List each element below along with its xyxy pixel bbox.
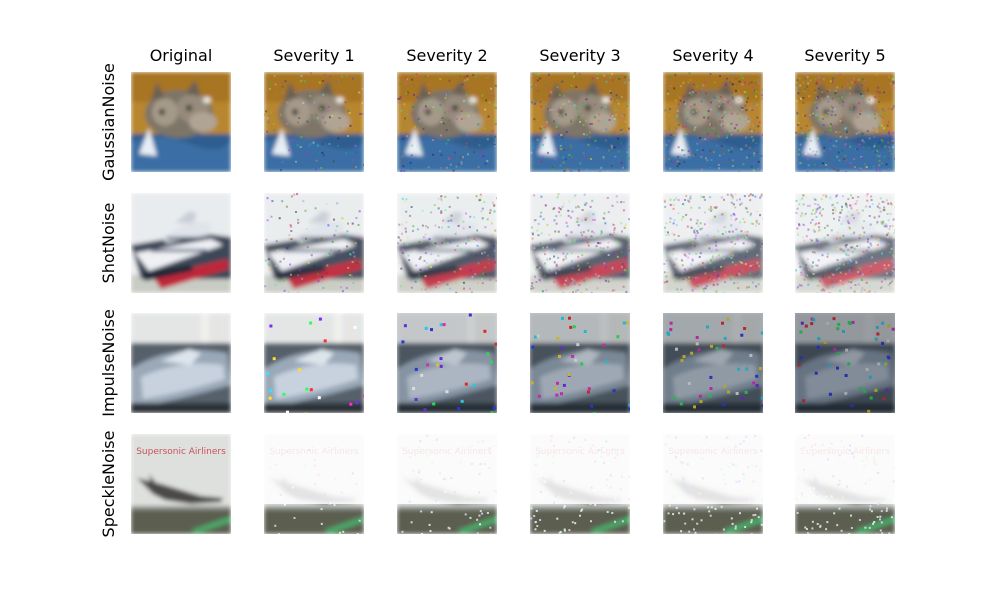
image-impulsenoise-2 (397, 313, 497, 413)
thumbnail-image (264, 193, 364, 293)
image-gaussiannoise-0 (131, 72, 231, 172)
image-shotnoise-2 (397, 193, 497, 293)
image-impulsenoise-1 (264, 313, 364, 413)
image-shotnoise-4 (663, 193, 763, 293)
column-title-5: Severity 5 (804, 46, 886, 65)
thumbnail-image (264, 72, 364, 172)
image-gaussiannoise-3 (530, 72, 630, 172)
row-label-text: SpeckleNoise (99, 430, 118, 538)
image-specklenoise-3: Supersonic Airliners (530, 434, 630, 534)
image-impulsenoise-4 (663, 313, 763, 413)
column-title-1: Severity 1 (273, 46, 355, 65)
image-shotnoise-1 (264, 193, 364, 293)
thumbnail-image: Supersonic Airliners (397, 434, 497, 534)
thumbnail-image (795, 313, 895, 413)
image-specklenoise-5: Supersonic Airliners (795, 434, 895, 534)
thumbnail-image (795, 193, 895, 293)
image-impulsenoise-5 (795, 313, 895, 413)
column-title-0: Original (149, 46, 213, 65)
thumbnail-image (131, 313, 231, 413)
thumbnail-image (530, 193, 630, 293)
thumbnail-image (530, 313, 630, 413)
row-label-text: ImpulseNoise (99, 309, 118, 417)
image-shotnoise-0 (131, 193, 231, 293)
thumbnail-image (795, 72, 895, 172)
thumbnail-image (530, 72, 630, 172)
column-title-4: Severity 4 (672, 46, 754, 65)
thumbnail-image (663, 193, 763, 293)
thumbnail-image: Supersonic Airliners (530, 434, 630, 534)
image-impulsenoise-3 (530, 313, 630, 413)
image-gaussiannoise-5 (795, 72, 895, 172)
thumbnail-image (397, 72, 497, 172)
thumbnail-image (397, 193, 497, 293)
plane-title-text: Supersonic Airliners (136, 447, 226, 457)
thumbnail-image (397, 313, 497, 413)
image-shotnoise-3 (530, 193, 630, 293)
image-specklenoise-2: Supersonic Airliners (397, 434, 497, 534)
thumbnail-image (663, 72, 763, 172)
thumbnail-image: Supersonic Airliners (131, 434, 231, 534)
column-title-2: Severity 2 (406, 46, 488, 65)
thumbnail-image (264, 313, 364, 413)
image-gaussiannoise-4 (663, 72, 763, 172)
thumbnail-image: Supersonic Airliners (264, 434, 364, 534)
thumbnail-image (131, 72, 231, 172)
thumbnail-image: Supersonic Airliners (795, 434, 895, 534)
image-impulsenoise-0 (131, 313, 231, 413)
image-shotnoise-5 (795, 193, 895, 293)
thumbnail-image (131, 193, 231, 293)
image-specklenoise-1: Supersonic Airliners (264, 434, 364, 534)
image-specklenoise-4: Supersonic Airliners (663, 434, 763, 534)
thumbnail-image (663, 313, 763, 413)
row-label-text: ShotNoise (99, 202, 118, 284)
thumbnail-image: Supersonic Airliners (663, 434, 763, 534)
column-title-3: Severity 3 (539, 46, 621, 65)
image-specklenoise-0: Supersonic Airliners (131, 434, 231, 534)
image-gaussiannoise-2 (397, 72, 497, 172)
image-gaussiannoise-1 (264, 72, 364, 172)
row-label-text: GaussianNoise (99, 63, 118, 181)
